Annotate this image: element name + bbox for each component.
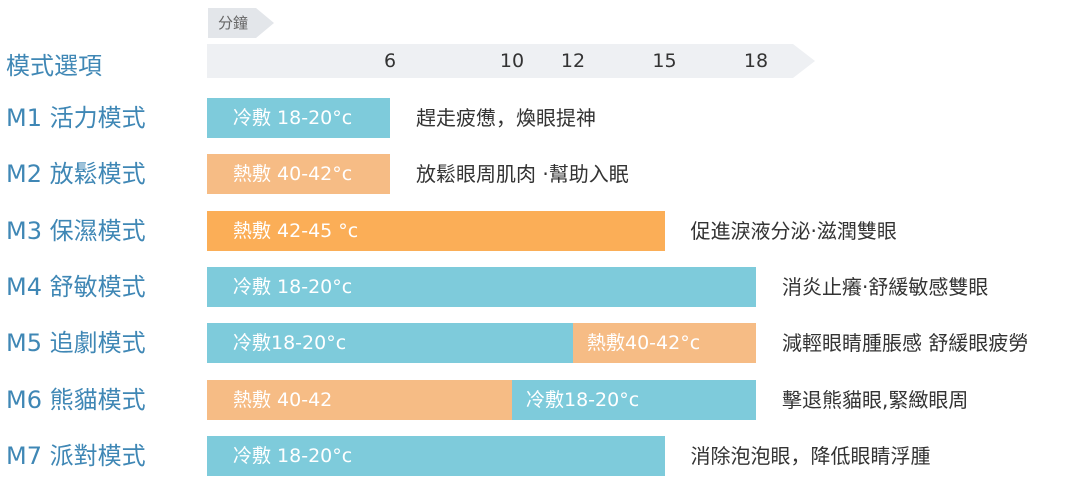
- mode-description: 消炎止癢·舒緩敏感雙眼: [782, 274, 989, 299]
- bar-segment-hot: 熱敷 40-42°c: [207, 154, 390, 195]
- mode-label: M4 舒敏模式: [6, 272, 146, 301]
- bar-segment-cold: 冷敷18-20°c: [512, 379, 756, 420]
- mode-label: M5 追劇模式: [6, 329, 146, 358]
- mode-description: 趕走疲憊，煥眼提神: [416, 106, 596, 130]
- bar-segment-cold: 冷敷18-20°c: [207, 323, 573, 364]
- bar-segment-cold: 冷敷 18-20°c: [207, 266, 756, 307]
- mode-description: 放鬆眼周肌肉 ·幫助入眠: [416, 162, 629, 187]
- axis-band: [207, 44, 815, 78]
- bar-segment-cold: 冷敷 18-20°c: [207, 98, 390, 138]
- mode-description: 促進淚液分泌·滋潤雙眼: [690, 218, 897, 243]
- x-tick-label: 18: [743, 50, 769, 72]
- mode-label: M1 活力模式: [6, 104, 146, 132]
- x-tick-label: 6: [383, 50, 397, 72]
- bar-segment-hot-strong: 熱敷 42-45 °c: [207, 210, 665, 251]
- header-label: 模式選項: [6, 52, 102, 80]
- mode-description: 減輕眼睛腫脹感 舒緩眼疲勞: [782, 331, 1029, 356]
- mode-label: M7 派對模式: [6, 441, 146, 470]
- x-tick-label: 12: [560, 50, 586, 72]
- x-tick-label: 15: [652, 50, 677, 72]
- bar-segment-hot: 熱敷40-42°c: [573, 323, 756, 364]
- mode-label: M6 熊貓模式: [6, 385, 146, 414]
- unit-tag: 分鐘: [208, 8, 274, 38]
- mode-description: 擊退熊貓眼,緊緻眼周: [782, 387, 969, 412]
- mode-label: M3 保濕模式: [6, 216, 146, 245]
- x-tick-label: 10: [499, 50, 525, 72]
- bar-segment-cold: 冷敷 18-20°c: [207, 435, 665, 476]
- mode-description: 消除泡泡眼，降低眼睛浮腫: [690, 443, 931, 468]
- bar-segment-hot: 熱敷 40-42: [207, 379, 512, 420]
- mode-label: M2 放鬆模式: [6, 160, 146, 189]
